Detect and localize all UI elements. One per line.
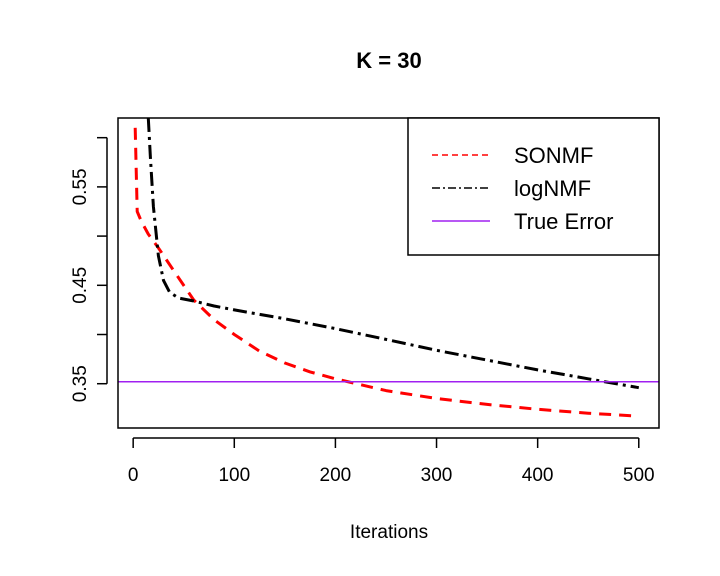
x-axis: 0 100 200 300 400 500	[128, 437, 655, 486]
x-tick-label: 500	[623, 465, 655, 486]
x-tick-label: 0	[128, 465, 139, 486]
x-tick-label: 100	[218, 465, 250, 486]
legend-box	[407, 117, 660, 256]
legend-label: SONMF	[514, 143, 593, 168]
y-axis: 0.35 0.45 0.55	[70, 136, 108, 402]
y-tick-label: 0.45	[70, 267, 91, 304]
series-layer	[118, 118, 659, 418]
chart-title: K = 30	[356, 48, 421, 73]
plot-frame	[117, 117, 660, 429]
legend-label: True Error	[514, 209, 613, 234]
x-tick-label: 400	[522, 465, 554, 486]
x-axis-label: Iterations	[350, 522, 428, 543]
x-tick-label: 200	[320, 465, 352, 486]
legend-label: logNMF	[514, 176, 591, 201]
series-line-sonmf	[133, 127, 639, 418]
y-tick-label: 0.35	[70, 365, 91, 402]
x-tick-label: 300	[421, 465, 453, 486]
y-tick-label: 0.55	[70, 168, 91, 205]
legend: SONMF logNMF True Error	[407, 117, 660, 256]
series-line-lognmf	[146, 118, 640, 390]
